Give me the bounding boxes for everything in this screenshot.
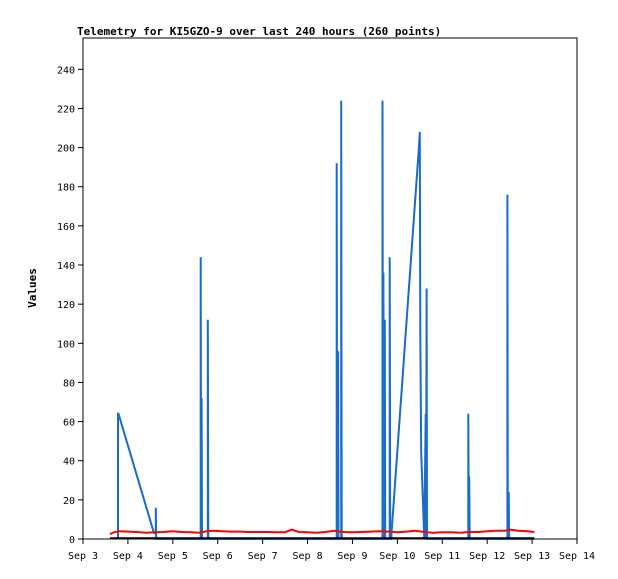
y-tick-label: 140 xyxy=(57,261,75,272)
y-axis: 0 20 40 60 80 100 120 140 160 180 200 220 240 xyxy=(57,65,83,546)
x-tick-label: Sep 12 xyxy=(469,551,505,562)
y-tick-label: 120 xyxy=(57,300,75,311)
y-tick-label: 80 xyxy=(63,378,75,389)
x-tick-label: Sep 7 xyxy=(248,551,278,562)
y-tick-label: 20 xyxy=(63,496,75,507)
plot-frame xyxy=(82,37,578,540)
x-axis: Sep 3 Sep 4 Sep 5 Sep 6 Sep 7 Sep 8 Sep 9 Sep 1… xyxy=(68,539,595,562)
y-tick-label: 60 xyxy=(63,418,75,429)
x-tick-label: Sep 5 xyxy=(158,551,188,562)
x-tick-label: Sep 14 xyxy=(559,551,595,562)
x-tick-label: Sep 3 xyxy=(68,551,98,562)
y-tick-label: 0 xyxy=(69,535,75,546)
y-tick-label: 200 xyxy=(57,144,75,155)
y-tick-label: 220 xyxy=(57,104,75,115)
y-tick-label: 240 xyxy=(57,65,75,76)
x-tick-label: Sep 10 xyxy=(379,551,415,562)
series-layer xyxy=(109,100,535,540)
x-tick-label: Sep 8 xyxy=(292,551,322,562)
x-tick-label: Sep 11 xyxy=(424,551,460,562)
y-tick-label: 180 xyxy=(57,183,75,194)
x-tick-label: Sep 13 xyxy=(514,551,550,562)
y-tick-label: 40 xyxy=(63,457,75,468)
x-tick-label: Sep 9 xyxy=(337,551,367,562)
x-tick-label: Sep 6 xyxy=(203,551,233,562)
chart-title: Telemetry for KI5GZO-9 over last 240 hou… xyxy=(77,25,441,38)
series-line-0 xyxy=(117,100,535,540)
x-tick-label: Sep 4 xyxy=(113,551,143,562)
y-axis-label: Values xyxy=(26,268,39,308)
y-tick-label: 160 xyxy=(57,222,75,233)
series-line-1 xyxy=(109,528,535,536)
y-tick-label: 100 xyxy=(57,339,75,350)
